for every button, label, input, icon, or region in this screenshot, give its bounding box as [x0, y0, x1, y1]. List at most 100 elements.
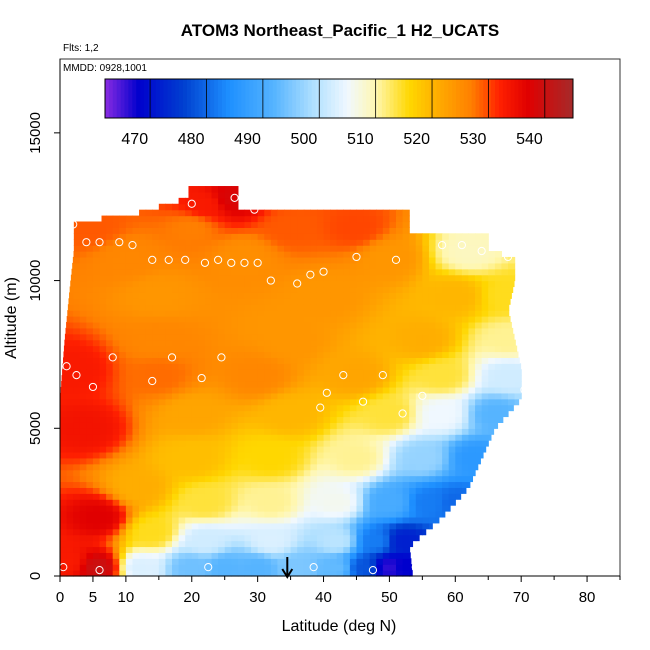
- heat-cell: [244, 416, 252, 423]
- heat-cell: [125, 227, 134, 234]
- heat-cell: [435, 446, 443, 453]
- heat-cell: [172, 345, 180, 353]
- heat-cell: [185, 451, 193, 459]
- heat-cell: [435, 475, 443, 483]
- heat-cell: [277, 516, 285, 524]
- heat-cell: [251, 233, 259, 240]
- heat-cell: [409, 558, 412, 565]
- heat-cell: [409, 369, 417, 376]
- heat-cell: [343, 310, 351, 317]
- heat-cell: [402, 292, 410, 299]
- heat-cell: [303, 310, 311, 317]
- heat-cell: [349, 570, 358, 577]
- heat-cell: [139, 215, 147, 223]
- heat-cell: [448, 422, 456, 429]
- heat-cell: [224, 475, 232, 483]
- heat-cell: [73, 446, 81, 453]
- heat-cell: [481, 280, 489, 288]
- heat-cell: [198, 280, 206, 288]
- heat-cell: [508, 327, 514, 335]
- heat-cell: [119, 310, 127, 317]
- heat-cell: [382, 239, 391, 246]
- heat-cell: [251, 262, 259, 270]
- heat-cell: [139, 428, 147, 435]
- heat-cell: [185, 446, 193, 453]
- heat-cell: [251, 440, 259, 447]
- heat-cell: [237, 298, 246, 305]
- heat-cell: [461, 451, 470, 459]
- heat-cell: [198, 209, 206, 217]
- heat-cell: [389, 256, 397, 264]
- heat-cell: [257, 256, 265, 264]
- heat-cell: [237, 321, 246, 329]
- heat-cell: [409, 416, 417, 423]
- heat-cell: [61, 381, 68, 388]
- heat-cell: [442, 345, 450, 353]
- heat-cell: [323, 286, 331, 293]
- heat-cell: [106, 546, 114, 553]
- heat-cell: [343, 363, 351, 370]
- heat-cell: [66, 499, 74, 506]
- heat-cell: [218, 274, 226, 282]
- heat-cell: [363, 351, 371, 358]
- heat-cell: [86, 363, 94, 370]
- heat-cell: [237, 546, 246, 553]
- heat-cell: [145, 511, 153, 518]
- heat-cell: [422, 511, 430, 518]
- heat-cell: [363, 392, 371, 400]
- heat-cell: [297, 481, 305, 488]
- heat-cell: [290, 546, 298, 553]
- heat-cell: [481, 286, 489, 293]
- heat-cell: [198, 481, 206, 488]
- heat-cell: [303, 499, 311, 506]
- heat-cell: [376, 392, 384, 400]
- heat-cell: [152, 398, 160, 406]
- heat-cell: [402, 428, 410, 435]
- heat-cell: [198, 511, 206, 518]
- heat-cell: [132, 511, 140, 518]
- heat-cell: [211, 203, 219, 211]
- heat-cell: [494, 357, 503, 364]
- heat-cell: [277, 428, 285, 435]
- heat-cell: [132, 522, 140, 530]
- colorbar-segment: [335, 79, 340, 118]
- heat-cell: [270, 552, 279, 559]
- heat-cell: [316, 245, 325, 252]
- heat-cell: [125, 316, 134, 323]
- heat-cell: [402, 298, 410, 305]
- heat-cell: [86, 481, 94, 488]
- heat-cell: [284, 528, 292, 536]
- heat-cell: [145, 298, 153, 305]
- heat-cell: [310, 386, 318, 394]
- heat-cell: [145, 457, 153, 465]
- heat-cell: [363, 245, 371, 252]
- heat-cell: [428, 505, 437, 512]
- colorbar-segment: [370, 79, 375, 118]
- heat-cell: [185, 499, 193, 506]
- heat-cell: [119, 274, 127, 282]
- heat-cell: [343, 446, 351, 453]
- heat-cell: [468, 428, 476, 435]
- heat-cell: [363, 215, 371, 223]
- heat-cell: [60, 481, 68, 488]
- heat-cell: [204, 404, 213, 412]
- heat-cell: [66, 534, 74, 542]
- heat-cell: [211, 233, 219, 240]
- heat-cell: [218, 469, 226, 477]
- sample-point: [187, 199, 196, 208]
- heat-cell: [60, 499, 68, 506]
- heat-cell: [435, 381, 443, 388]
- heat-cell: [488, 398, 496, 406]
- heat-cell: [218, 558, 226, 565]
- heat-cell: [152, 304, 160, 311]
- heat-cell: [224, 457, 232, 465]
- heat-cell: [211, 434, 219, 441]
- heat-cell: [343, 321, 351, 329]
- heat-cell: [303, 262, 311, 270]
- colorbar-segment: [366, 79, 371, 118]
- heat-cell: [211, 268, 219, 276]
- heat-cell: [356, 333, 364, 341]
- heat-cell: [356, 363, 364, 370]
- heat-cell: [402, 469, 410, 477]
- heat-cell: [389, 381, 397, 388]
